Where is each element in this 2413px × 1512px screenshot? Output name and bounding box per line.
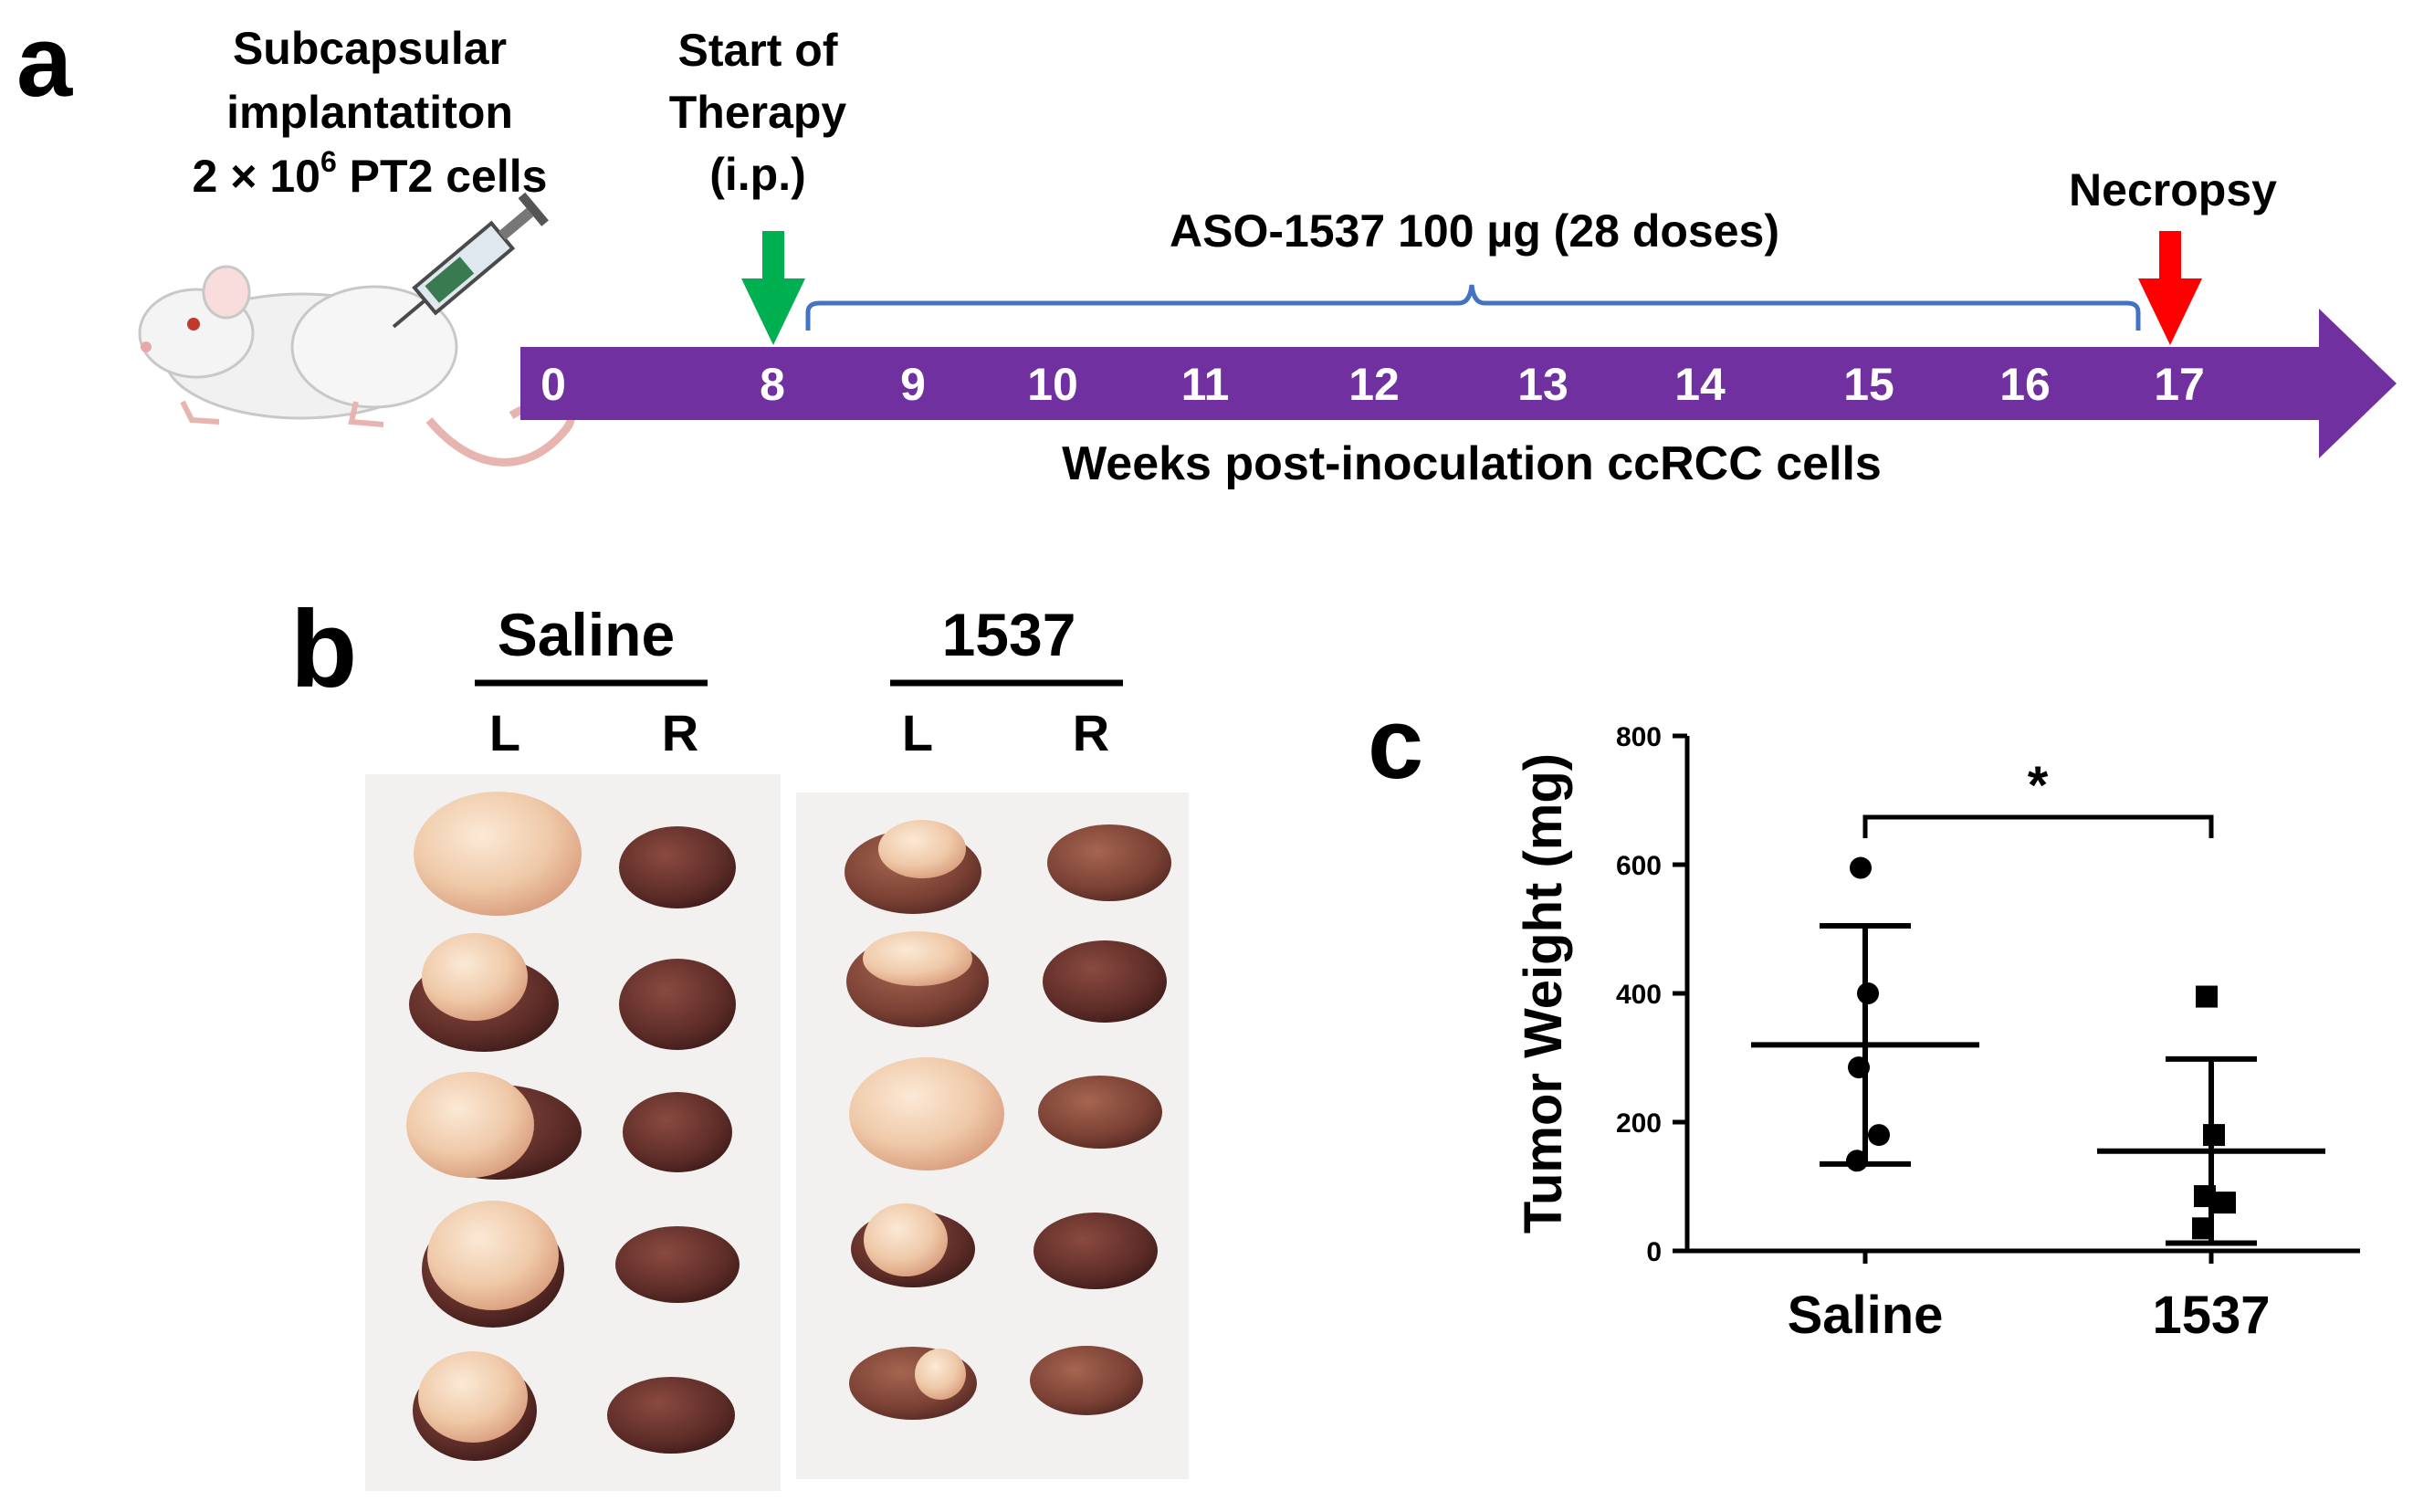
data-point xyxy=(1848,1056,1870,1079)
data-point xyxy=(2192,1217,2214,1240)
kidney-pair xyxy=(422,1201,740,1328)
start-therapy-arrow xyxy=(741,231,805,345)
left-kidney-label: L xyxy=(902,704,933,761)
left-kidney-label: L xyxy=(489,704,520,761)
y-tick-label: 200 xyxy=(1616,1108,1662,1139)
series-saline xyxy=(1751,856,1979,1172)
y-tick-label: 600 xyxy=(1616,851,1662,881)
kidney-pair xyxy=(413,1351,735,1461)
week-label: 16 xyxy=(1999,359,2051,410)
data-point xyxy=(2196,985,2218,1008)
implant-count: 2 × 10 xyxy=(193,151,320,202)
y-tick-label: 400 xyxy=(1616,980,1662,1010)
kidney-pair xyxy=(414,792,736,916)
panel-b-letter: b xyxy=(290,588,357,710)
implant-cells: PT2 cells xyxy=(337,151,548,202)
dosing-brace xyxy=(805,284,2141,331)
panel-a-letter: a xyxy=(16,5,73,118)
week-label: 15 xyxy=(1843,359,1894,410)
data-point xyxy=(1868,1124,1890,1147)
therapy-label-line3: (i.p.) xyxy=(709,149,806,200)
week-labels: 0 8 9 10 11 12 13 14 15 16 17 xyxy=(540,359,2205,410)
week-label: 8 xyxy=(760,359,785,410)
week-label: 0 xyxy=(540,359,566,410)
series-1537 xyxy=(2097,985,2325,1246)
week-label: 17 xyxy=(2154,359,2205,410)
week-label: 9 xyxy=(900,359,926,410)
kidney-pair xyxy=(849,1057,1162,1171)
week-label: 13 xyxy=(1517,359,1568,410)
data-point xyxy=(1846,1150,1868,1172)
x-tick-label: 1537 xyxy=(2152,1286,2270,1345)
panel-c-letter: c xyxy=(1368,688,1423,800)
significance-bracket: * xyxy=(1862,756,2214,838)
kidney-pair xyxy=(851,1203,1158,1289)
treated-kidney-photo xyxy=(796,793,1189,1479)
mouse-icon xyxy=(138,265,575,467)
therapy-label-line1: Start of xyxy=(678,25,838,76)
data-point xyxy=(2194,1185,2216,1208)
week-label: 11 xyxy=(1181,359,1230,410)
necropsy-label: Necropsy xyxy=(2069,164,2277,215)
necropsy-arrow xyxy=(2138,231,2202,345)
week-label: 12 xyxy=(1348,359,1400,410)
dosing-label: ASO-1537 100 µg (28 doses) xyxy=(1170,205,1779,257)
y-tick-label: 0 xyxy=(1646,1237,1662,1267)
tumor-weight-chart: 0 200 400 600 800 Tumor Weight (mg) Saline 15… xyxy=(1514,722,2360,1345)
syringe-icon xyxy=(392,192,549,329)
group-name: Saline xyxy=(498,601,675,668)
data-point xyxy=(1850,856,1872,879)
y-tick-label: 800 xyxy=(1616,722,1662,752)
saline-kidney-photo xyxy=(365,774,781,1491)
kidney-pair xyxy=(849,1346,1143,1420)
data-point xyxy=(2214,1192,2236,1214)
group-name: 1537 xyxy=(942,601,1076,668)
implant-exponent: 6 xyxy=(320,145,337,178)
kidney-pair xyxy=(409,933,736,1052)
significance-marker: * xyxy=(2028,756,2049,815)
week-label: 10 xyxy=(1027,359,1078,410)
y-axis-label: Tumor Weight (mg) xyxy=(1514,753,1573,1234)
data-point xyxy=(2203,1124,2225,1147)
y-ticks: 0 200 400 600 800 xyxy=(1616,722,1687,1267)
timeline-axis-label: Weeks post-inoculation ccRCC cells xyxy=(1062,437,1882,490)
kidney-pair xyxy=(846,931,1167,1027)
group-header-saline: Saline L R xyxy=(475,601,708,761)
implant-label: Subcapsular implantatiton 2 × 106 PT2 ce… xyxy=(193,23,548,202)
week-label: 14 xyxy=(1674,359,1726,410)
series-layer xyxy=(1751,856,2325,1246)
x-ticks: Saline 1537 xyxy=(1788,1251,2271,1345)
kidney-pair xyxy=(406,1072,732,1180)
right-kidney-label: R xyxy=(662,704,698,761)
therapy-label-line2: Therapy xyxy=(669,87,847,138)
implant-label-line2: implantatiton xyxy=(226,87,513,138)
kidney-pair xyxy=(845,820,1171,914)
x-tick-label: Saline xyxy=(1788,1286,1944,1345)
therapy-label: Start of Therapy (i.p.) xyxy=(669,25,847,200)
data-point xyxy=(1857,982,1879,1004)
implant-label-line3: 2 × 106 PT2 cells xyxy=(193,145,548,202)
implant-label-line1: Subcapsular xyxy=(233,23,507,74)
right-kidney-label: R xyxy=(1073,704,1109,761)
timeline-bar xyxy=(520,309,2397,458)
group-header-1537: 1537 L R xyxy=(890,601,1123,761)
